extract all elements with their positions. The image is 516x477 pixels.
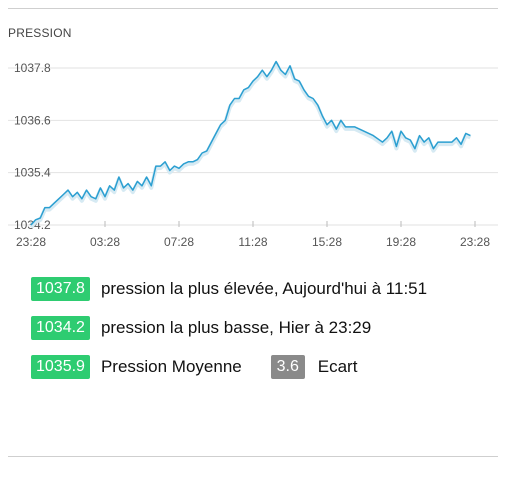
max-pressure-row: 1037.8 pression la plus élevée, Aujourd'…	[31, 277, 427, 301]
series-line	[30, 60, 471, 226]
series-line-shadow	[29, 61, 472, 229]
max-pressure-badge: 1037.8	[31, 277, 90, 301]
x-tick-label: 23:28	[460, 235, 490, 249]
section-title: PRESSION	[8, 26, 72, 40]
range-label: Ecart	[317, 357, 358, 376]
bottom-divider	[8, 456, 498, 457]
x-tick-label: 15:28	[312, 235, 342, 249]
y-tick-label: 1035.4	[14, 166, 51, 180]
x-tick-label: 11:28	[238, 235, 267, 249]
y-tick-label: 1037.8	[14, 61, 51, 75]
x-tick-label: 07:28	[164, 235, 194, 249]
x-tick-label: 23:28	[16, 235, 46, 249]
y-tick-label: 1036.6	[14, 113, 51, 127]
min-pressure-badge: 1034.2	[31, 316, 90, 340]
min-pressure-row: 1034.2 pression la plus basse, Hier à 23…	[31, 316, 371, 340]
max-pressure-label: pression la plus élevée, Aujourd'hui à 1…	[100, 279, 428, 298]
x-tick-label: 19:28	[386, 235, 416, 249]
avg-pressure-row: 1035.9 Pression Moyenne 3.6 Ecart	[31, 355, 357, 379]
x-tick-label: 03:28	[90, 235, 120, 249]
top-divider	[8, 8, 498, 9]
range-badge: 3.6	[270, 355, 305, 379]
min-pressure-label: pression la plus basse, Hier à 23:29	[100, 318, 372, 337]
avg-pressure-badge: 1035.9	[31, 355, 90, 379]
avg-pressure-label: Pression Moyenne	[100, 357, 242, 376]
